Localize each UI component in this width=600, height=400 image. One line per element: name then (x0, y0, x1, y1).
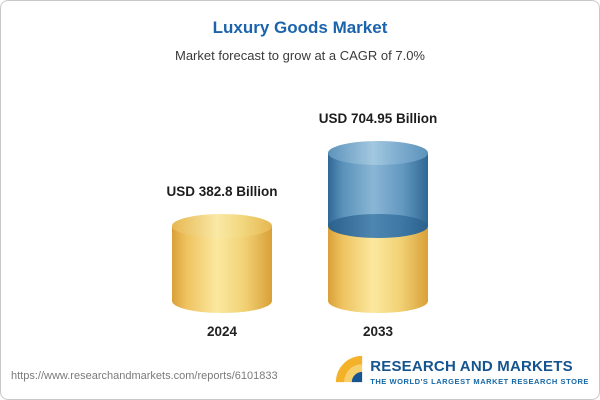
bar-group-2033: USD 704.95 Billion 2033 (319, 111, 438, 339)
axis-label-2033: 2033 (362, 324, 394, 339)
cylinder-2033 (328, 141, 428, 313)
research-and-markets-fan-icon (334, 354, 364, 389)
cylinder-2024-body (172, 226, 272, 313)
cylinder-2024 (172, 214, 272, 313)
cylinder-2024-segment (172, 214, 272, 313)
page-subtitle: Market forecast to grow at a CAGR of 7.0… (175, 48, 425, 63)
value-label-2033: USD 704.95 Billion (318, 111, 438, 126)
cylinder-2033-growth-body (328, 153, 428, 226)
cylinder-2033-base-segment (328, 226, 428, 313)
logo-name: RESEARCH AND MARKETS (370, 357, 573, 375)
research-and-markets-logo: RESEARCH AND MARKETS THE WORLD'S LARGEST… (334, 354, 589, 389)
value-label-2024: USD 382.8 Billion (166, 184, 278, 199)
cylinder-2033-growth-segment (328, 141, 428, 238)
bar-group-2024: USD 382.8 Billion 2024 (166, 184, 278, 339)
page-title: Luxury Goods Market (212, 18, 388, 37)
cylinder-2033-top-cap (328, 141, 428, 165)
cylinder-2033-seam-cap (328, 214, 428, 238)
report-url: https://www.researchandmarkets.com/repor… (11, 370, 278, 382)
cylinder-bar-chart: USD 382.8 Billion 2024 USD 704.95 Billio… (1, 91, 599, 339)
logo-text-block: RESEARCH AND MARKETS THE WORLD'S LARGEST… (370, 358, 589, 386)
logo-tagline: THE WORLD'S LARGEST MARKET RESEARCH STOR… (370, 376, 589, 386)
axis-label-2024: 2024 (206, 324, 238, 339)
cylinder-2024-top-cap (172, 214, 272, 238)
cylinder-2033-base-body (328, 226, 428, 313)
